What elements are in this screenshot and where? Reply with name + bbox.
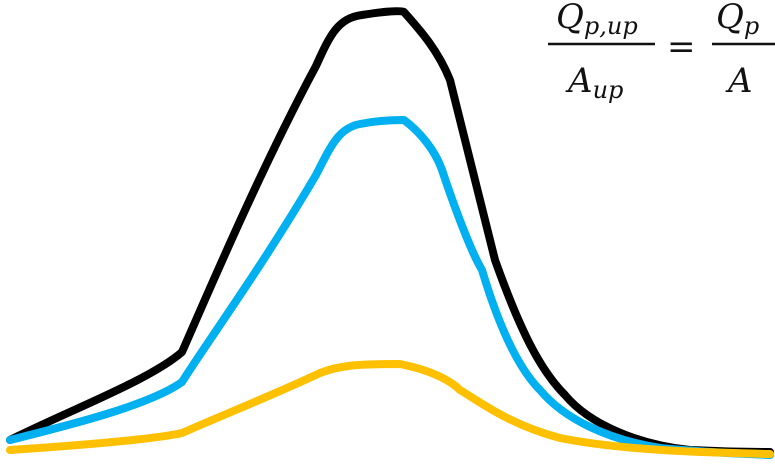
rhs-numerator-subscript: p xyxy=(744,12,759,40)
rhs-denominator: A xyxy=(725,61,753,101)
lhs-numerator-subscript: p,up xyxy=(584,12,638,40)
flow-area-equation: Qp,up Aup = Qp A xyxy=(548,0,775,104)
lhs-denominator-symbol: A xyxy=(565,61,593,101)
lhs-numerator-symbol: Q xyxy=(556,0,584,37)
lhs-denominator-subscript: up xyxy=(593,76,624,104)
rhs-numerator-symbol: Q xyxy=(716,0,744,37)
rhs-numerator: Qp xyxy=(716,0,759,40)
lhs-numerator: Qp,up xyxy=(556,0,638,40)
black-hydrograph-curve xyxy=(6,7,774,456)
orange-hydrograph-curve xyxy=(6,360,774,458)
lhs-denominator: Aup xyxy=(565,61,623,104)
blue-hydrograph-curve xyxy=(6,116,774,459)
equals-sign: = xyxy=(667,27,696,67)
